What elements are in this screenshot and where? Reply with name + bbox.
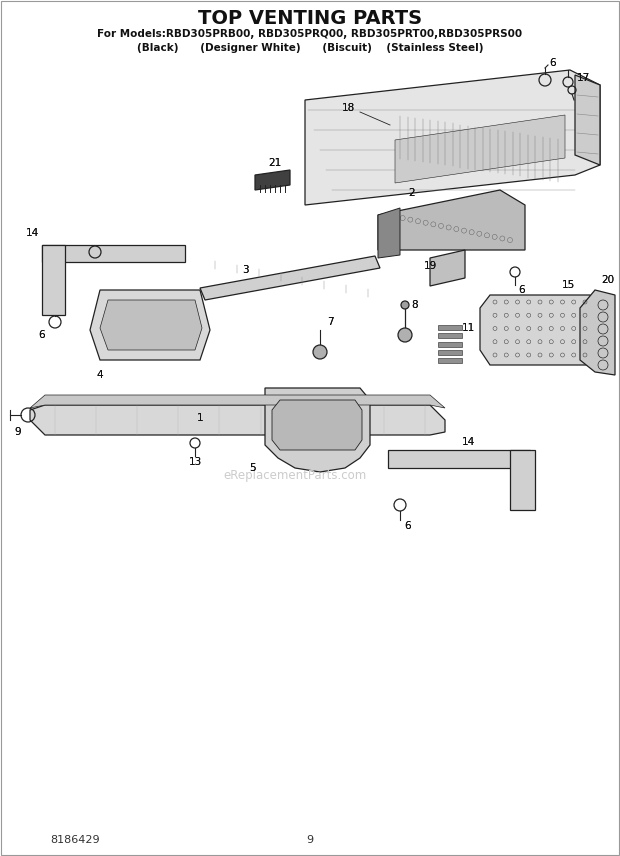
Text: TOP VENTING PARTS: TOP VENTING PARTS — [198, 9, 422, 27]
Text: 6: 6 — [405, 521, 411, 531]
Polygon shape — [90, 290, 210, 360]
Text: 20: 20 — [601, 275, 614, 285]
Text: (Black)      (Designer White)      (Biscuit)    (Stainless Steel): (Black) (Designer White) (Biscuit) (Stai… — [137, 43, 483, 53]
Polygon shape — [438, 342, 462, 347]
Text: 18: 18 — [342, 103, 355, 113]
Text: 11: 11 — [461, 323, 475, 333]
Text: 14: 14 — [25, 228, 38, 238]
Text: 15: 15 — [561, 280, 575, 290]
Text: 18: 18 — [342, 103, 355, 113]
Polygon shape — [430, 250, 465, 286]
Text: 13: 13 — [188, 457, 202, 467]
Text: 6: 6 — [550, 58, 556, 68]
Text: 14: 14 — [461, 437, 475, 447]
Text: 8: 8 — [412, 300, 418, 310]
Text: 9: 9 — [306, 835, 314, 845]
Polygon shape — [378, 190, 525, 250]
Polygon shape — [510, 450, 535, 510]
Text: 17: 17 — [577, 73, 590, 83]
Polygon shape — [580, 290, 615, 375]
Text: 21: 21 — [268, 158, 281, 168]
Text: 4: 4 — [97, 370, 104, 380]
Text: 13: 13 — [188, 457, 202, 467]
Polygon shape — [438, 350, 462, 354]
Text: 20: 20 — [601, 275, 614, 285]
Polygon shape — [388, 450, 530, 468]
Text: 2: 2 — [409, 188, 415, 198]
Text: 14: 14 — [461, 437, 475, 447]
Text: 4: 4 — [97, 370, 104, 380]
Text: 21: 21 — [268, 158, 281, 168]
Text: 5: 5 — [250, 463, 256, 473]
Text: 1: 1 — [197, 413, 203, 423]
Circle shape — [401, 301, 409, 309]
Polygon shape — [200, 256, 380, 300]
Polygon shape — [42, 245, 65, 315]
Text: 9: 9 — [15, 427, 21, 437]
Polygon shape — [395, 115, 565, 183]
Circle shape — [313, 345, 327, 359]
Text: 6: 6 — [519, 285, 525, 295]
Text: 19: 19 — [423, 261, 436, 271]
Text: 5: 5 — [250, 463, 256, 473]
Polygon shape — [265, 388, 370, 472]
Text: 3: 3 — [242, 265, 249, 275]
Text: 11: 11 — [461, 323, 475, 333]
Polygon shape — [42, 245, 185, 262]
Polygon shape — [575, 75, 600, 165]
Text: For Models:RBD305PRB00, RBD305PRQ00, RBD305PRT00,RBD305PRS00: For Models:RBD305PRB00, RBD305PRQ00, RBD… — [97, 29, 523, 39]
Polygon shape — [255, 170, 290, 190]
Polygon shape — [438, 358, 462, 363]
Text: 9: 9 — [15, 427, 21, 437]
Polygon shape — [272, 400, 362, 450]
Text: 7: 7 — [327, 317, 334, 327]
Polygon shape — [30, 405, 445, 435]
Text: 6: 6 — [519, 285, 525, 295]
Polygon shape — [100, 300, 202, 350]
Polygon shape — [30, 395, 445, 408]
Circle shape — [398, 328, 412, 342]
Text: 14: 14 — [25, 228, 38, 238]
Text: 2: 2 — [409, 188, 415, 198]
Polygon shape — [480, 295, 600, 365]
Polygon shape — [438, 325, 462, 330]
Text: 17: 17 — [577, 73, 590, 83]
Text: 19: 19 — [423, 261, 436, 271]
Text: 6: 6 — [38, 330, 45, 340]
Text: 8: 8 — [412, 300, 418, 310]
Text: 7: 7 — [327, 317, 334, 327]
Text: 6: 6 — [38, 330, 45, 340]
Text: eReplacementParts.com: eReplacementParts.com — [223, 468, 366, 482]
Polygon shape — [438, 333, 462, 338]
Text: 3: 3 — [242, 265, 249, 275]
Polygon shape — [305, 70, 600, 205]
Text: 6: 6 — [405, 521, 411, 531]
Text: 15: 15 — [561, 280, 575, 290]
Polygon shape — [378, 208, 400, 258]
Text: 6: 6 — [550, 58, 556, 68]
Text: 1: 1 — [197, 413, 203, 423]
Text: 8186429: 8186429 — [50, 835, 100, 845]
